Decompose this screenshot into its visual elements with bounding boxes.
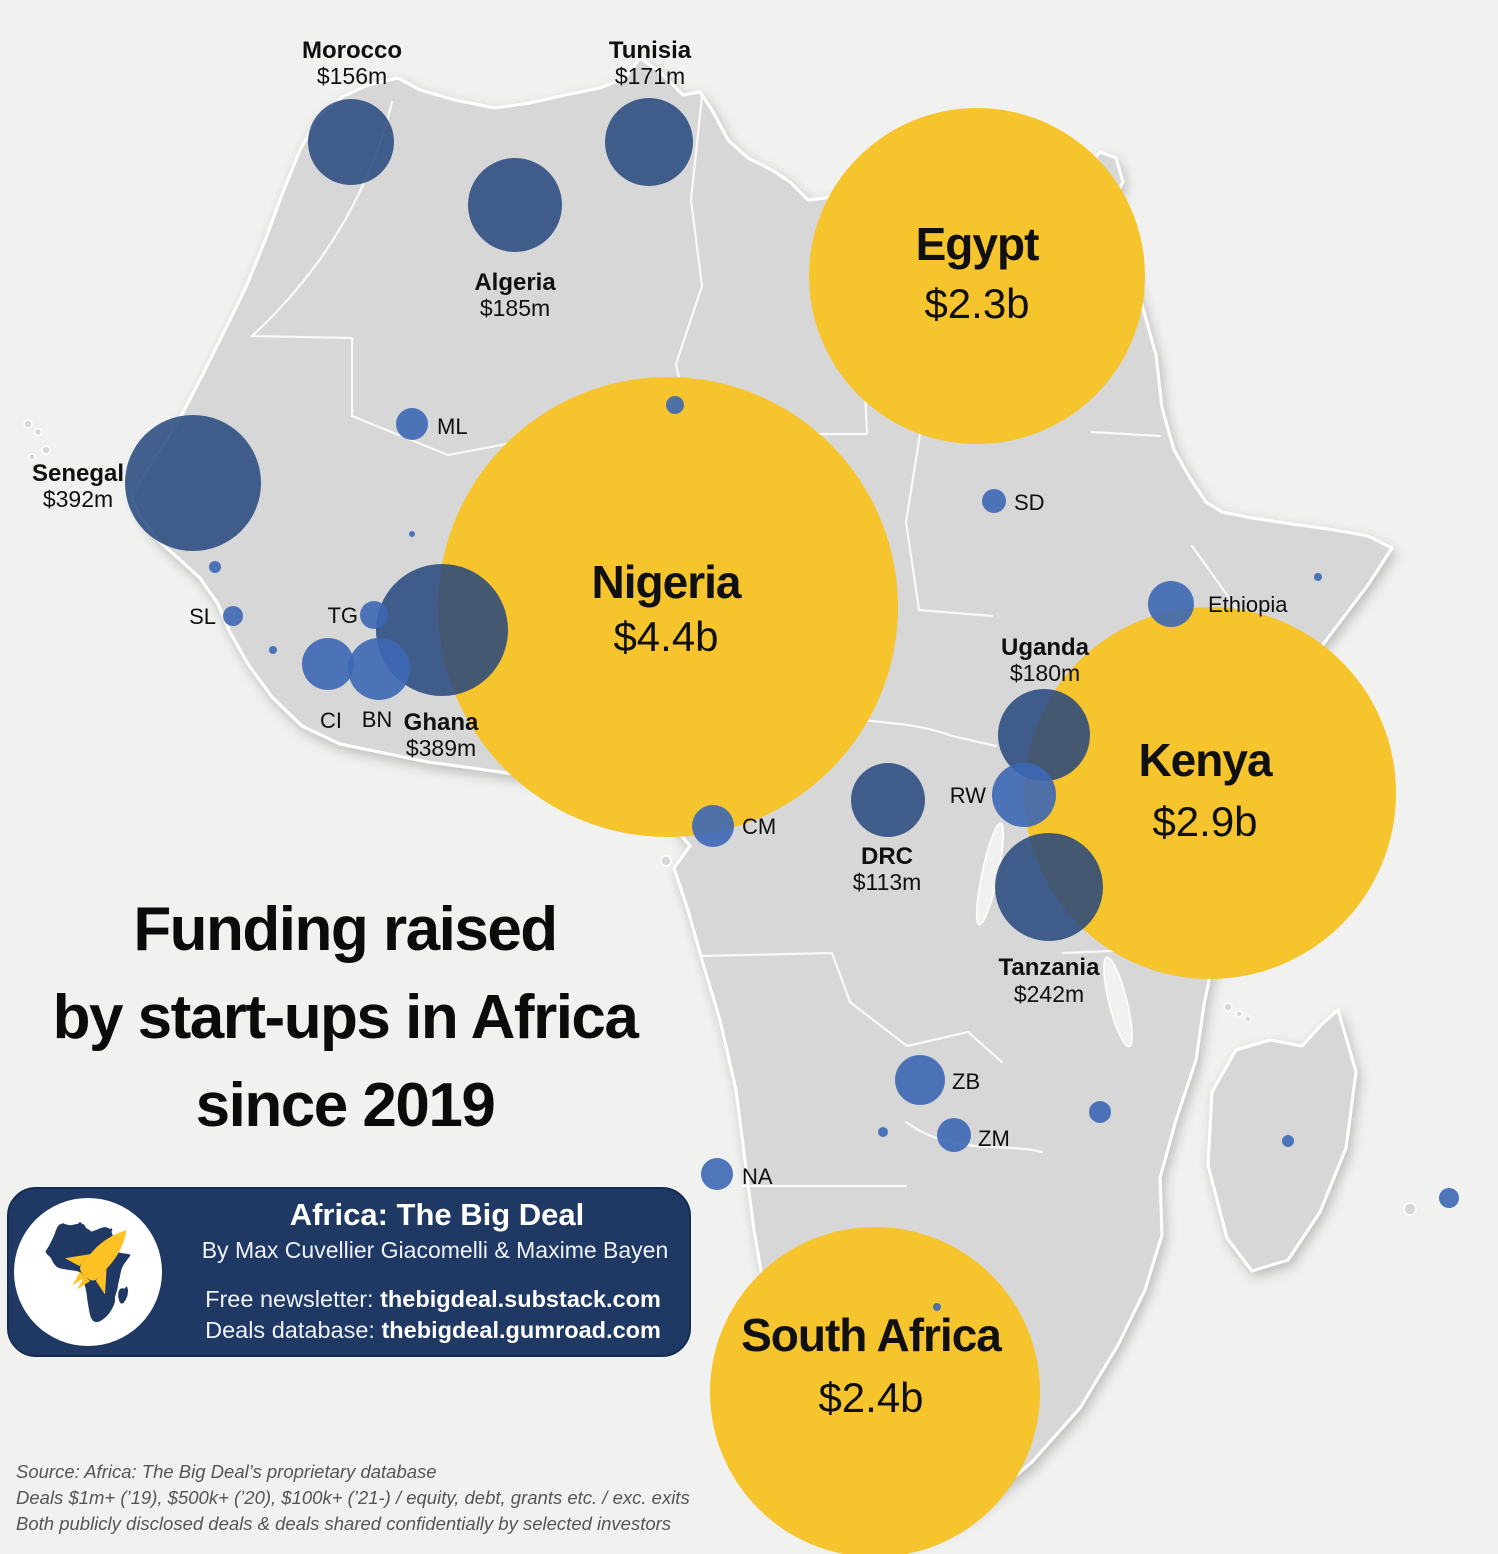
label-tunisia-name: Tunisia <box>609 37 692 64</box>
bubble-bn <box>348 638 410 700</box>
label-sl: SL <box>189 604 216 629</box>
bubble-small-dot-2 <box>269 646 277 654</box>
label-south-africa-name: South Africa <box>741 1309 1002 1361</box>
label-egypt-name: Egypt <box>916 218 1039 270</box>
bubble-zm <box>937 1118 971 1152</box>
footnote-source: Source: Africa: The Big Deal’s proprieta… <box>16 1461 437 1482</box>
bubble-ml <box>396 408 428 440</box>
label-cm: CM <box>742 814 776 839</box>
bubble-kenya <box>1024 607 1396 979</box>
bubble-rw <box>992 763 1056 827</box>
bubble-uganda <box>998 689 1090 781</box>
bubble-tanzania <box>995 833 1103 941</box>
label-nigeria-value: $4.4b <box>613 613 718 660</box>
bubble-cm <box>692 805 734 847</box>
logo-card: Africa: The Big Deal By Max Cuvellier Gi… <box>7 1187 691 1357</box>
bubble-sd <box>982 489 1006 513</box>
label-morocco-value: $156m <box>317 63 387 89</box>
label-ml: ML <box>437 414 468 439</box>
label-ethiopia: Ethiopia <box>1208 592 1288 617</box>
label-sd: SD <box>1014 490 1045 515</box>
newsletter-label: Free newsletter: <box>205 1286 380 1312</box>
bubble-labels-layer: Nigeria $4.4b Egypt $2.3b Kenya $2.9b South Af… <box>32 37 1288 1421</box>
title-block: Funding raised by start-ups in Africa si… <box>53 895 641 1140</box>
page-title-line-1: Funding raised <box>133 895 556 964</box>
label-drc-value: $113m <box>853 869 922 895</box>
label-kenya-name: Kenya <box>1138 734 1272 786</box>
bubble-small-dot-7 <box>1089 1101 1111 1123</box>
label-uganda-name: Uganda <box>1001 634 1090 661</box>
label-zm: ZM <box>978 1126 1010 1151</box>
logo-card-byline: By Max Cuvellier Giacomelli & Maxime Bay… <box>202 1237 669 1263</box>
label-algeria-value: $185m <box>480 295 550 321</box>
label-senegal-name: Senegal <box>32 460 124 487</box>
label-south-africa-value: $2.4b <box>818 1374 923 1421</box>
footnotes: Source: Africa: The Big Deal’s proprieta… <box>16 1461 690 1534</box>
bubble-algeria <box>468 158 562 252</box>
logo-card-title: Africa: The Big Deal <box>290 1197 585 1232</box>
label-morocco-name: Morocco <box>302 37 402 64</box>
label-tanzania-value: $242m <box>1014 981 1084 1007</box>
bubble-egypt <box>809 108 1145 444</box>
database-url: thebigdeal.gumroad.com <box>381 1317 660 1343</box>
newsletter-line: Free newsletter: thebigdeal.substack.com <box>205 1286 661 1312</box>
bubble-sl <box>223 606 243 626</box>
label-algeria-name: Algeria <box>474 269 556 296</box>
bubble-small-dot-10 <box>933 1303 941 1311</box>
bubble-zb <box>895 1055 945 1105</box>
bubble-small-dot-6 <box>878 1127 888 1137</box>
small-islands <box>23 419 1417 1216</box>
bubble-small-dot-4 <box>666 396 684 414</box>
bubble-ci <box>302 638 354 690</box>
label-bn: BN <box>362 707 393 732</box>
bubble-senegal <box>125 415 261 551</box>
database-line: Deals database: thebigdeal.gumroad.com <box>205 1317 661 1343</box>
bubble-ethiopia <box>1148 581 1194 627</box>
database-label: Deals database: <box>205 1317 381 1343</box>
label-tunisia-value: $171m <box>615 63 685 89</box>
bubble-south-africa <box>710 1227 1040 1554</box>
page-title-line-2: by start-ups in Africa <box>53 983 640 1052</box>
bubbles-layer <box>125 98 1459 1554</box>
bubble-small-dot-9 <box>1439 1188 1459 1208</box>
bubble-morocco <box>308 99 394 185</box>
label-egypt-value: $2.3b <box>924 280 1029 327</box>
label-senegal-value: $392m <box>43 486 113 512</box>
bubble-small-dot-1 <box>209 561 221 573</box>
bubble-tunisia <box>605 98 693 186</box>
label-uganda-value: $180m <box>1010 660 1080 686</box>
bubble-tg <box>360 601 388 629</box>
bubble-small-dot-8 <box>1282 1135 1294 1147</box>
bubble-na <box>701 1158 733 1190</box>
label-drc-name: DRC <box>861 843 913 870</box>
bubble-small-dot-5 <box>1314 573 1322 581</box>
label-kenya-value: $2.9b <box>1152 798 1257 845</box>
label-nigeria-name: Nigeria <box>592 556 742 608</box>
logo-card-background <box>7 1187 691 1357</box>
label-ci: CI <box>320 708 342 733</box>
label-ghana-value: $389m <box>406 735 476 761</box>
bubble-drc <box>851 763 925 837</box>
footnote-disclosure: Both publicly disclosed deals & deals sh… <box>16 1513 671 1534</box>
bubble-nigeria <box>438 377 898 837</box>
label-na: NA <box>742 1164 773 1189</box>
label-tg: TG <box>327 603 358 628</box>
footnote-deal-criteria: Deals $1m+ (’19), $500k+ (’20), $100k+ (… <box>16 1487 690 1508</box>
bubble-small-dot-3 <box>409 531 415 537</box>
label-zb: ZB <box>952 1069 980 1094</box>
rocket-icon <box>64 1230 127 1295</box>
label-tanzania-name: Tanzania <box>999 954 1101 981</box>
newsletter-url: thebigdeal.substack.com <box>380 1286 661 1312</box>
label-rw: RW <box>950 783 986 808</box>
label-ghana-name: Ghana <box>404 709 479 736</box>
page-title-line-3: since 2019 <box>196 1071 495 1140</box>
